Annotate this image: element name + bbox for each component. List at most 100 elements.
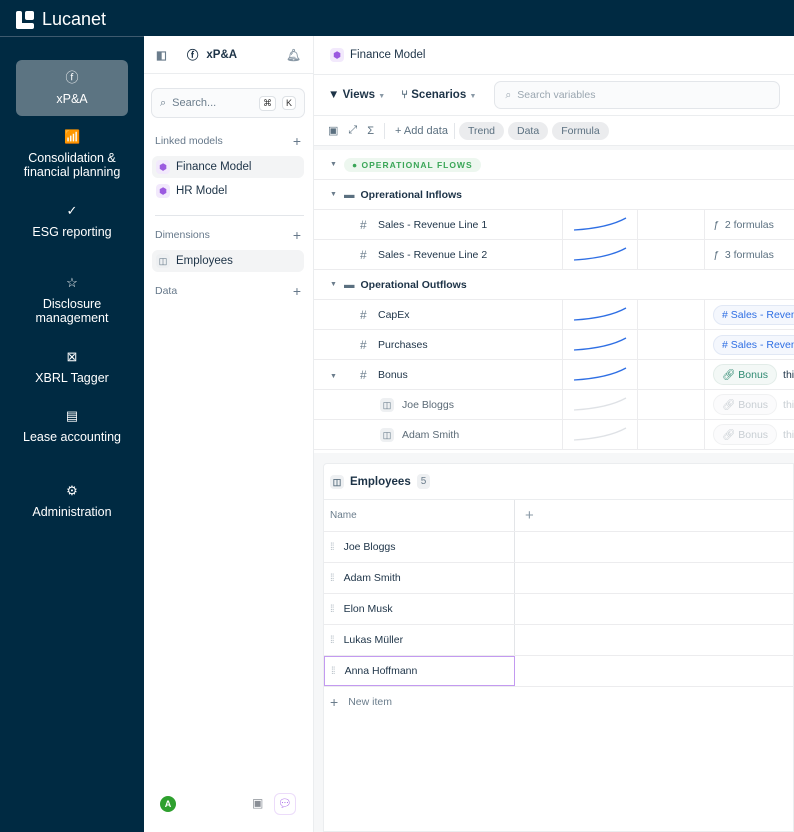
nav-esg[interactable]: ✓ ESG reporting xyxy=(32,203,112,239)
new-item-row[interactable]: + New item xyxy=(330,693,392,710)
add-data-icon[interactable]: + xyxy=(292,283,301,299)
bell-icon[interactable]: 🔔︎ xyxy=(286,49,301,62)
group-row[interactable]: ▼ ● OPERATIONAL FLOWS xyxy=(314,150,794,180)
data-cell[interactable] xyxy=(638,210,705,239)
data-cell[interactable] xyxy=(638,390,705,419)
linked-model-hr[interactable]: ⬢ HR Model xyxy=(152,180,304,202)
chip-data[interactable]: Data xyxy=(508,121,549,140)
add-linked-model-icon[interactable]: + xyxy=(292,133,301,149)
nav-lease[interactable]: ▤ Lease accounting xyxy=(23,408,121,444)
trend-cell xyxy=(563,390,638,419)
drag-handle-icon[interactable]: ⁞⁞ xyxy=(330,634,334,646)
lucanet-logo[interactable]: Lucanet xyxy=(16,9,106,30)
add-dimension-icon[interactable]: + xyxy=(292,227,301,243)
employee-row[interactable]: ⁞⁞ Joe Bloggs xyxy=(324,532,794,563)
folder-row[interactable]: ▼ ▬ Oprerational Inflows xyxy=(314,180,794,210)
employees-table-header: Name + xyxy=(324,500,794,532)
nav-xbrl[interactable]: ⊠ XBRL Tagger xyxy=(35,349,109,385)
avatar[interactable]: A xyxy=(160,796,176,812)
trend-cell xyxy=(563,330,638,359)
group-badge: ● OPERATIONAL FLOWS xyxy=(344,157,481,172)
reference-pill[interactable]: # Sales - Reven xyxy=(713,304,794,325)
formula-cell[interactable]: # Sales - Reven xyxy=(705,300,794,329)
cube-icon: ⬢ xyxy=(156,160,170,174)
formula-cell[interactable]: # Sales - Reven xyxy=(705,330,794,359)
dimension-employees[interactable]: ◫ Employees xyxy=(152,250,304,272)
add-data-button[interactable]: + Add data xyxy=(395,124,448,137)
dimension-icon: ◫ xyxy=(330,474,344,489)
link-pill[interactable]: 🔗︎ Bonus xyxy=(713,424,778,445)
cube-icon: ⬢ xyxy=(330,48,344,62)
variables-grid: ▼ ● OPERATIONAL FLOWS ▼ ▬ Oprerational Inf… xyxy=(314,150,794,453)
leaf-check-icon: ✓ xyxy=(66,203,78,218)
variable-row[interactable]: # CapEx # Sales - Reven xyxy=(314,300,794,330)
employee-row[interactable]: ⁞⁞ Lukas Müller xyxy=(324,625,794,656)
employee-row[interactable]: ⁞⁞ Elon Musk xyxy=(324,594,794,625)
plus-icon: + xyxy=(330,693,339,710)
variable-name: ▼ # Bonus xyxy=(314,360,563,389)
folder-icon: ▬ xyxy=(344,188,355,201)
panel-search[interactable]: ⌕ Search... ⌘ K xyxy=(151,88,305,118)
link-icon: 🔗︎ xyxy=(722,399,736,411)
employee-row[interactable]: ⁞⁞ Adam Smith xyxy=(324,563,794,594)
branch-icon: ⑂ xyxy=(401,89,409,101)
search-icon: ⌕ xyxy=(160,96,167,109)
nav-administration[interactable]: ⚙ Administration xyxy=(32,483,112,519)
trend-sparkline xyxy=(573,337,627,351)
link-pill[interactable]: 🔗︎ Bonus xyxy=(713,394,778,415)
formula-cell[interactable]: 🔗︎ Bonusthis r xyxy=(705,420,794,449)
formula-cell[interactable]: 🔗︎ Bonusthis r xyxy=(705,360,794,389)
column-name: Name xyxy=(324,500,515,531)
sum-icon[interactable]: Σ xyxy=(367,124,375,137)
formula-icon: ƒ xyxy=(713,218,719,231)
reference-pill[interactable]: # Sales - Reven xyxy=(713,334,794,355)
action-bar: ▣ ⤢ Σ + Add data Trend Data Formula xyxy=(314,116,794,146)
sidebar-toggle-icon[interactable]: ◧ xyxy=(156,49,167,62)
variable-name: # Sales - Revenue Line 1 xyxy=(314,210,563,239)
drag-handle-icon[interactable]: ⁞⁞ xyxy=(330,603,334,615)
linked-model-finance[interactable]: ⬢ Finance Model xyxy=(152,156,304,178)
calendar-icon[interactable]: ▣ xyxy=(328,125,339,137)
chat-icon[interactable]: 💬︎ xyxy=(274,793,296,815)
variable-row[interactable]: ◫Adam Smith 🔗︎ Bonusthis r xyxy=(314,420,794,450)
expand-caret-icon[interactable]: ▼ xyxy=(330,372,337,380)
data-cell[interactable] xyxy=(638,330,705,359)
trend-sparkline xyxy=(573,427,627,441)
views-dropdown[interactable]: ▼ Views ▼ xyxy=(328,89,386,101)
nav-disclosure[interactable]: ☆ Disclosure management xyxy=(35,275,109,325)
nav-xpa[interactable]: ⓕ xP&A xyxy=(16,60,128,116)
trend-sparkline xyxy=(573,217,627,231)
scenarios-dropdown[interactable]: ⑂ Scenarios ▼ xyxy=(401,89,477,101)
lease-icon: ▤ xyxy=(65,408,79,423)
expand-icon[interactable]: ⤢ xyxy=(348,124,358,136)
chip-trend[interactable]: Trend xyxy=(458,121,504,140)
link-pill[interactable]: 🔗︎ Bonus xyxy=(713,364,778,385)
data-cell[interactable] xyxy=(638,300,705,329)
variable-row[interactable]: ◫Joe Bloggs 🔗︎ Bonusthis r xyxy=(314,390,794,420)
drag-handle-icon[interactable]: ⁞⁞ xyxy=(331,665,335,677)
variable-row[interactable]: ▼#Bonus 🔗︎ Bonusthis r xyxy=(314,360,794,390)
trend-cell xyxy=(563,210,638,239)
chip-formula[interactable]: Formula xyxy=(552,121,609,140)
drag-handle-icon[interactable]: ⁞⁞ xyxy=(330,541,334,553)
employee-row[interactable]: ⁞⁞ Anna Hoffmann xyxy=(324,656,794,687)
data-cell[interactable] xyxy=(638,360,705,389)
drag-handle-icon[interactable]: ⁞⁞ xyxy=(330,572,334,584)
cube-icon: ⬢ xyxy=(156,184,170,198)
add-column-icon[interactable]: + xyxy=(525,507,534,524)
data-cell[interactable] xyxy=(638,240,705,269)
book-icon[interactable]: ▣ xyxy=(252,796,264,810)
variable-row[interactable]: # Purchases # Sales - Reven xyxy=(314,330,794,360)
main-area: ⬢ Finance Model ▼ Views ▼ ⑂ Scenarios ▼ ⌕… xyxy=(314,36,794,832)
formula-cell[interactable]: 🔗︎ Bonusthis r xyxy=(705,390,794,419)
folder-row[interactable]: ▼ ▬ Operational Outflows xyxy=(314,270,794,300)
model-header: ⬢ Finance Model xyxy=(314,36,794,75)
data-cell[interactable] xyxy=(638,420,705,449)
nav-consolidation[interactable]: 📶 Consolidation & financial planning xyxy=(23,129,121,179)
dimension-icon: ◫ xyxy=(380,427,394,442)
search-variables-input[interactable]: ⌕ Search variables xyxy=(494,81,780,109)
